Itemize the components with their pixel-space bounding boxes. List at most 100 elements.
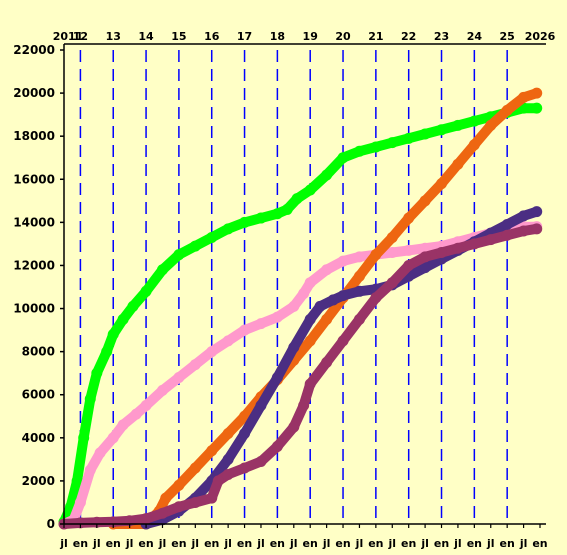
series-3-point: [189, 462, 201, 474]
series-5-point: [531, 223, 543, 235]
series-4-point: [288, 341, 300, 353]
series-1-point: [239, 216, 251, 228]
series-1-point: [71, 475, 83, 487]
series-1-point: [468, 115, 480, 127]
series-3-point: [321, 313, 333, 325]
y-tick-label: 12000: [13, 258, 55, 272]
series-5-point: [255, 456, 267, 468]
series-2-point: [206, 346, 218, 358]
top-tick-label: 14: [138, 30, 154, 43]
bottom-tick-label: en: [73, 537, 88, 550]
y-tick-label: 8000: [22, 345, 55, 359]
bottom-tick-label: jl: [289, 537, 298, 550]
top-tick-label: 2011: [53, 30, 84, 43]
series-2-line: [59, 221, 542, 529]
bottom-tick-label: jl: [191, 537, 200, 550]
series-5-point: [140, 513, 152, 525]
series-3-point: [436, 178, 448, 190]
series-3-point: [531, 87, 543, 99]
series-1-point: [107, 328, 119, 340]
series-5-point: [173, 501, 185, 513]
series-2-point: [222, 335, 234, 347]
y-tick-label: 10000: [13, 302, 55, 316]
series-5-point: [403, 259, 415, 271]
bottom-tick-label: en: [335, 537, 350, 550]
y-tick-label: 18000: [13, 129, 55, 143]
bottom-tick-label: jl: [388, 537, 397, 550]
series-2-point: [173, 371, 185, 383]
series-1-point: [140, 285, 152, 297]
series-3-point: [370, 249, 382, 261]
series-3-point: [419, 195, 431, 207]
series-3-point: [173, 479, 185, 491]
series-1-point: [117, 313, 129, 325]
bottom-tick-label: en: [171, 537, 186, 550]
series-3-point: [160, 492, 172, 504]
top-tick-label: 21: [368, 30, 383, 43]
bottom-tick-label: jl: [92, 537, 101, 550]
bottom-tick-label: jl: [256, 537, 265, 550]
series-1-point: [353, 145, 365, 157]
series-5-point: [74, 517, 86, 529]
series-5-point: [485, 234, 497, 246]
series-1-point: [127, 300, 139, 312]
series-1-point: [156, 264, 168, 276]
series-4-point: [501, 219, 513, 231]
series-1-point: [78, 432, 90, 444]
top-tick-label: 18: [270, 30, 285, 43]
bottom-tick-label: jl: [486, 537, 495, 550]
top-tick-label: 22: [401, 30, 416, 43]
bottom-tick-label: en: [106, 537, 121, 550]
y-tick-label: 22000: [13, 43, 55, 57]
bottom-tick-label: en: [532, 537, 547, 550]
series-2-point: [156, 384, 168, 396]
series-4-point: [314, 300, 326, 312]
series-2-point: [84, 464, 96, 476]
bottom-month-labels: jl en jl en jl en jl en jl en jl en jl en jl en jl en jl en…: [59, 524, 548, 550]
bottom-tick-label: jl: [519, 537, 528, 550]
series-1-point: [291, 193, 303, 205]
top-tick-label: 12: [73, 30, 88, 43]
bottom-tick-label: en: [270, 537, 285, 550]
bottom-tick-label: en: [467, 537, 482, 550]
top-tick-label: 24: [467, 30, 483, 43]
bottom-tick-label: jl: [322, 537, 331, 550]
series-1-point: [173, 249, 185, 261]
series-2-point: [255, 318, 267, 330]
axes: [63, 43, 546, 525]
series-4-point: [419, 262, 431, 274]
top-tick-label: 25: [500, 30, 515, 43]
bottom-tick-label: en: [368, 537, 383, 550]
y-tick-label: 20000: [13, 86, 55, 100]
series-3-point: [468, 139, 480, 151]
y-axis-ticks: 0 2000 4000 6000 8000 10000 12000 14000 16000 180…: [13, 43, 64, 531]
series-3-point: [206, 445, 218, 457]
y-tick-label: 4000: [22, 431, 55, 445]
series-1-point: [222, 223, 234, 235]
top-tick-label: 2026: [525, 30, 556, 43]
series-3-point: [518, 91, 530, 103]
series-3-point: [485, 119, 497, 131]
series-2-point: [74, 496, 86, 508]
series-5-point: [419, 251, 431, 263]
series-1-point: [304, 184, 316, 196]
series-4-point: [271, 371, 283, 383]
series-4-point: [327, 294, 339, 306]
series-4-point: [239, 428, 251, 440]
series-2-point: [353, 251, 365, 263]
series-3-point: [452, 158, 464, 170]
series-2-point: [271, 311, 283, 323]
bottom-tick-label: jl: [59, 537, 68, 550]
bottom-tick-label: en: [237, 537, 252, 550]
series-3-point: [403, 212, 415, 224]
series-4-point: [518, 210, 530, 222]
series-2-point: [337, 255, 349, 267]
series-1-point: [255, 212, 267, 224]
series-4-point: [337, 290, 349, 302]
series-2-point: [130, 408, 142, 420]
series-1-point: [419, 128, 431, 140]
series-1-point: [91, 367, 103, 379]
y-tick-label: 2000: [22, 474, 55, 488]
y-tick-label: 16000: [13, 172, 55, 186]
